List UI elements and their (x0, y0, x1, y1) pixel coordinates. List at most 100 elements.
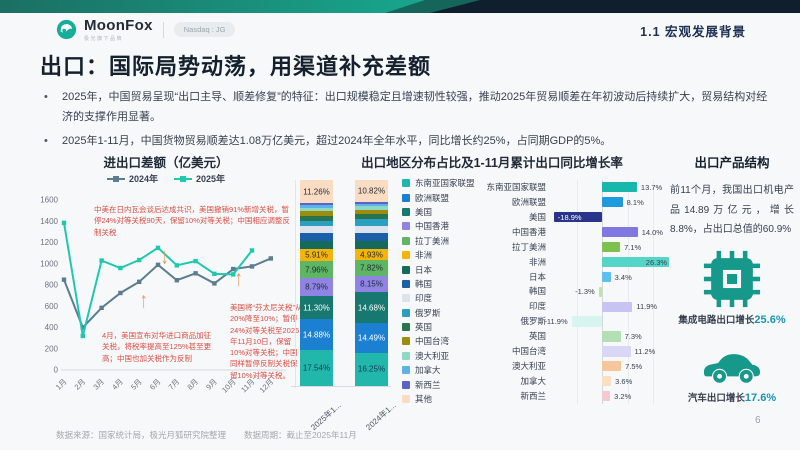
stat-value: 17.6% (744, 391, 777, 404)
stack-segment: 11.26% (300, 180, 333, 204)
stacked-bar-axis (291, 386, 391, 387)
hbar-value-label: 26.3% (645, 257, 668, 267)
legend-swatch (402, 380, 410, 389)
data-point (155, 262, 161, 268)
legend-swatch (402, 222, 410, 231)
legend-swatch (402, 366, 410, 375)
stack-segment: 17.54% (300, 349, 333, 386)
y-axis-tick: 1400 (40, 217, 58, 226)
bullet-item: 2025年，中国贸易呈现“出口主导、顺差修复”的特征：出口规模稳定且增速韧性较强… (40, 88, 772, 128)
y-axis-tick: 0 (54, 366, 59, 375)
region-legend-item: 日本 (402, 262, 475, 276)
hbar-bar (598, 286, 602, 297)
stack-segment (300, 204, 333, 208)
hbar-value-label: 3.4% (614, 272, 632, 282)
x-axis-tick: 9月 (204, 377, 219, 392)
region-legend-item: 欧洲联盟 (402, 190, 475, 204)
hbar-value-label: -18.9% (557, 212, 582, 222)
data-point (231, 272, 236, 277)
hbar-bar (602, 376, 612, 387)
stacked-bar-2025: 17.54% 14.88% 11.30% 8.79% 7.96% 5.91% 11.26% (300, 180, 333, 386)
hbar-category-label: 拉丁美洲 (511, 241, 546, 252)
y-axis-tick: 1200 (40, 238, 58, 247)
data-point (80, 325, 85, 330)
hbar-value-label: 14.0% (641, 227, 663, 237)
hbar-category-label: 新西兰 (520, 390, 546, 401)
hbar-value-label: 3.6% (615, 376, 633, 386)
segment-label: 11.26% (303, 187, 330, 197)
stack-segment (355, 232, 388, 241)
hbar-row: -11.9% (544, 314, 672, 329)
x-axis-tick: 1月 (54, 377, 69, 392)
hbar-row: 7.1% (554, 240, 672, 255)
stack-segment (355, 203, 388, 207)
line-chart-legend: 2024年 2025年 (34, 172, 298, 185)
x-axis-tick: 4月 (110, 377, 125, 392)
stack-segment: 4.93% (355, 249, 388, 260)
hbar-bar (602, 241, 621, 253)
arrow-down-icon: ↓ (161, 243, 169, 270)
segment-label: 17.54% (302, 363, 331, 373)
hbar-value-label: 8.1% (626, 197, 644, 207)
legend-swatch (402, 323, 410, 332)
arrow-up-icon: ↑ (235, 265, 243, 292)
stack-segment (355, 210, 388, 215)
stack-segment (300, 215, 333, 221)
hbar-value-label: -11.9% (544, 317, 568, 327)
hbar-row: 11.9% (554, 299, 672, 314)
hbar-row: 7.5% (554, 359, 672, 374)
hbar-category-label: 日本 (528, 271, 546, 282)
export-region-charts: 出口地区分布占比及1-11月累计出口同比增长率 17.54% 14.88% 11.3… (291, 152, 672, 432)
data-point (99, 305, 104, 311)
stat-label: 集成电路出口增长 (678, 314, 755, 326)
hbar-category-label: 印度 (528, 301, 546, 312)
data-point (212, 281, 217, 286)
data-point (212, 271, 217, 277)
region-legend-item: 非洲 (402, 248, 475, 262)
hbar-bar (602, 331, 621, 342)
legend-swatch (402, 179, 410, 188)
hbar-bar (602, 182, 637, 193)
data-point (231, 266, 236, 272)
data-point (249, 248, 255, 253)
section-label: 1.1 宏观发展背景 (640, 25, 746, 39)
hbar-category-label: 英国 (528, 331, 546, 342)
region-legend-item: 中国台湾 (402, 334, 475, 348)
hbar-bar (602, 346, 631, 357)
legend-item: 2025年 (174, 172, 225, 185)
stack-segment (300, 220, 333, 227)
region-legend-item: 印度 (402, 291, 475, 305)
hbar-row: 11.2% (554, 344, 672, 359)
hbar-value-label: 11.9% (636, 302, 658, 312)
data-point (99, 258, 104, 263)
chip-icon (703, 250, 761, 307)
brand-logo: MoonFox 极光旗下品牌 Nasdaq : JG (56, 17, 236, 42)
period-text: 数据周期：截止至2025年11月 (244, 430, 357, 440)
y-axis-tick: 800 (45, 281, 59, 290)
legend-swatch (402, 236, 410, 245)
segment-label: 8.15% (360, 279, 383, 289)
stack-segment (300, 203, 333, 205)
stack-segment: 10.82% (355, 180, 388, 203)
stack-segment: 7.82% (355, 259, 388, 276)
stack-segment: 7.96% (300, 261, 333, 278)
hbar-row: 3.2% (554, 389, 672, 404)
legend-swatch (402, 279, 410, 288)
region-legend: 东南亚国家联盟 欧洲联盟 美国 中国香港 拉丁美洲 非洲 日本 韩国 印度 俄罗斯 英国 中国台湾 澳大… (402, 176, 475, 406)
hbar-row: 26.3% (554, 255, 672, 270)
stack-segment (355, 225, 388, 233)
series-line-2024年 (63, 257, 272, 330)
annotation-fentanyl-tariff: 美国将“芬太尼关税”从20%降至10%；暂停24%对等关税至2026年11月10… (230, 303, 303, 380)
stack-segment (355, 218, 388, 226)
region-legend-item: 加拿大 (402, 363, 475, 377)
stacked-bars: 17.54% 14.88% 11.30% 8.79% 7.96% 5.91% 11.26% … (295, 180, 388, 388)
x-axis-tick: 2月 (73, 377, 88, 392)
stack-segment (300, 207, 333, 212)
annotation-geneva-talks: 中美在日内瓦会谈后达成共识，美国撤销91%新增关税，暂停24%对等关税90天，保… (94, 205, 290, 237)
segment-label: 14.68% (357, 303, 386, 313)
data-point (268, 256, 273, 261)
logo-wordmark: MoonFox (84, 17, 153, 34)
legend-swatch (402, 251, 410, 260)
data-point (118, 265, 123, 271)
data-point (137, 257, 142, 263)
